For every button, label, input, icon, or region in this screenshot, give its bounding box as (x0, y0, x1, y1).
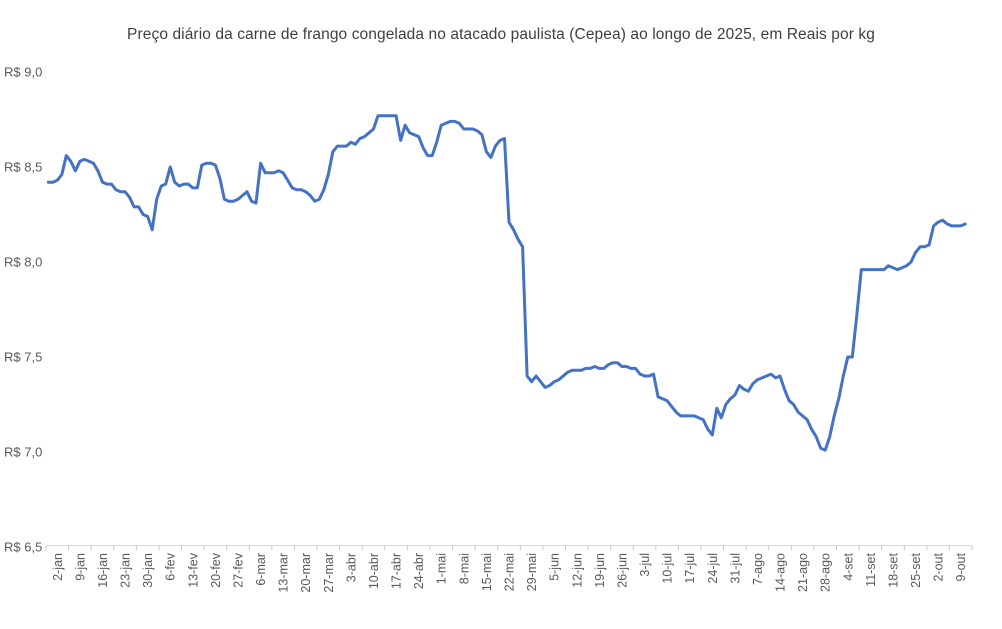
x-axis-label: 8-mai (457, 553, 471, 584)
x-axis-label: 9-jan (73, 553, 87, 581)
x-axis-label: 23-jan (119, 553, 133, 588)
x-axis-label: 13-fev (186, 552, 200, 587)
x-axis-label: 2-out (932, 552, 946, 581)
chart-title: Preço diário da carne de frango congelad… (127, 26, 875, 43)
y-axis-label: R$ 7,0 (4, 445, 42, 460)
x-axis-label: 25-set (909, 552, 923, 587)
x-axis-label: 14-ago (774, 553, 788, 592)
x-axis-label: 2-jan (51, 553, 65, 581)
x-axis-label: 6-fev (164, 552, 178, 581)
y-axis-label: R$ 9,0 (4, 65, 42, 80)
x-axis-label: 15-mai (480, 553, 494, 591)
x-axis-label: 27-fev (231, 552, 245, 587)
x-axis-label: 12-jun (570, 553, 584, 588)
x-axis-label: 19-jun (593, 553, 607, 588)
x-axis-label: 17-jul (683, 553, 697, 584)
x-axis-label: 21-ago (796, 553, 810, 592)
x-axis-label: 28-ago (819, 553, 833, 592)
x-axis-label: 10-abr (367, 553, 381, 589)
x-axis-label: 11-set (864, 552, 878, 586)
x-axis-label: 30-jan (141, 553, 155, 588)
x-axis-label: 13-mar (277, 553, 291, 593)
x-axis-label: 20-mar (299, 553, 313, 593)
x-axis-label: 22-mai (503, 553, 517, 591)
price-series-line (46, 114, 967, 452)
x-axis-label: 18-set (886, 552, 900, 587)
x-axis-label: 1-mai (435, 553, 449, 584)
x-axis-label: 3-abr (344, 553, 358, 582)
x-axis-label: 9-out (954, 552, 968, 581)
x-axis-label: 5-jun (548, 553, 562, 581)
y-axis-label: R$ 6,5 (4, 540, 42, 555)
y-axis-label: R$ 8,5 (4, 160, 42, 175)
x-axis-label: 6-mar (254, 553, 268, 586)
x-axis-label: 31-jul (728, 553, 742, 584)
x-axis-label: 7-ago (751, 553, 765, 585)
x-axis-label: 17-abr (390, 553, 404, 589)
x-axis-label: 27-mar (322, 553, 336, 593)
x-axis-label: 3-jul (638, 553, 652, 577)
x-axis-label: 24-jul (706, 553, 720, 584)
x-axis-label: 10-jul (661, 553, 675, 584)
x-axis-label: 20-fev (209, 552, 223, 587)
x-axis-label: 29-mai (525, 553, 539, 591)
x-axis-label: 16-jan (96, 553, 110, 588)
y-axis-label: R$ 7,5 (4, 350, 42, 365)
y-axis-label: R$ 8,0 (4, 255, 42, 270)
x-axis-label: 26-jun (615, 553, 629, 588)
x-axis-label: 24-abr (412, 553, 426, 589)
x-axis-label: 4-set (841, 552, 855, 580)
